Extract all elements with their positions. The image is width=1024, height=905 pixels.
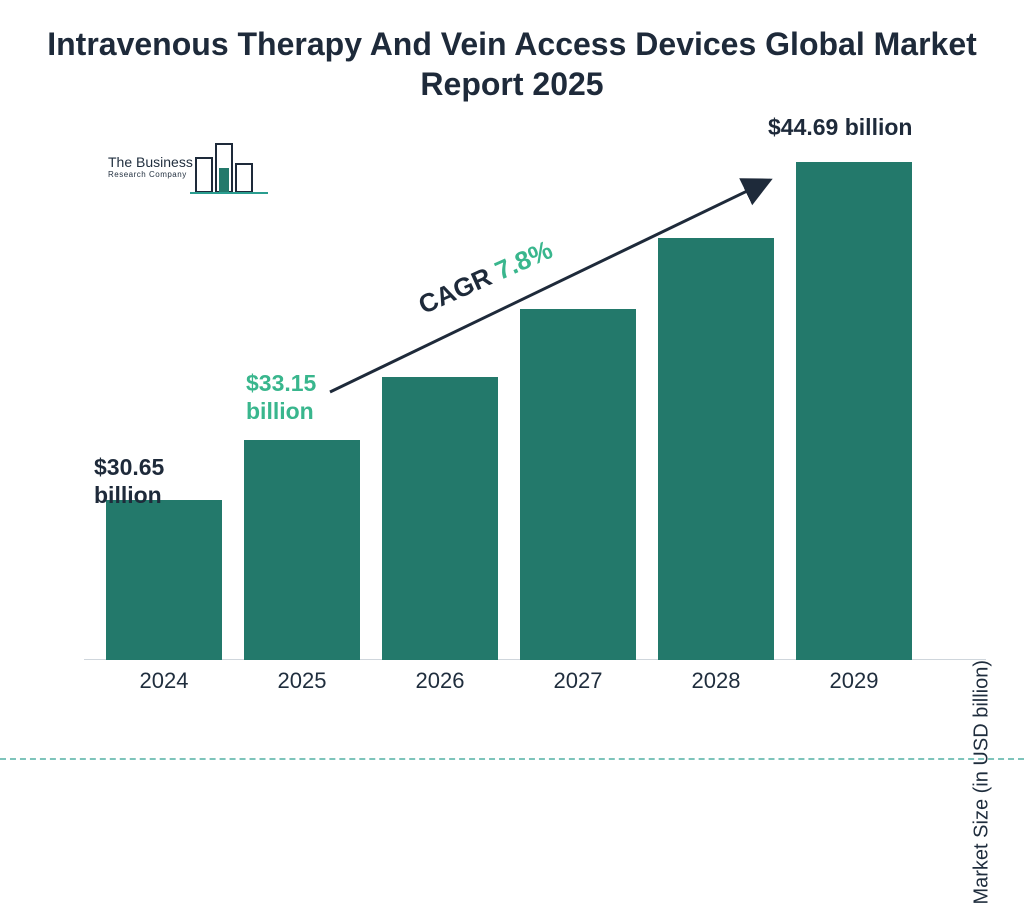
chart-title: Intravenous Therapy And Vein Access Devi…	[0, 24, 1024, 104]
footer-dashed-rule	[0, 758, 1024, 760]
x-tick-label: 2026	[382, 668, 498, 694]
value-label: $33.15billion	[246, 370, 316, 425]
value-label: $30.65billion	[94, 454, 164, 509]
chart-area: Market Size (in USD billion) 20242025202…	[96, 130, 936, 700]
growth-arrow	[96, 130, 936, 700]
x-tick-label: 2024	[106, 668, 222, 694]
x-tick-label: 2028	[658, 668, 774, 694]
x-tick-label: 2025	[244, 668, 360, 694]
y-axis-label: Market Size (in USD billion)	[971, 660, 994, 905]
x-tick-label: 2027	[520, 668, 636, 694]
value-label: $44.69 billion	[768, 114, 912, 142]
x-tick-label: 2029	[796, 668, 912, 694]
